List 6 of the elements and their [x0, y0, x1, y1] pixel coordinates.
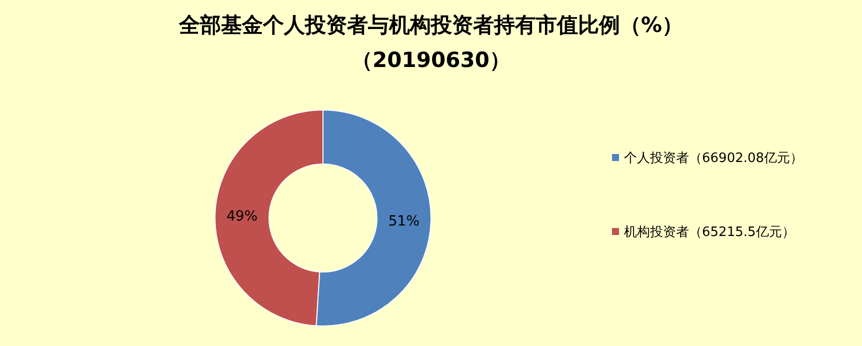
chart-subtitle: （20190630） [352, 48, 510, 72]
chart-title: 全部基金个人投资者与机构投资者持有市值比例（%） [178, 13, 684, 37]
data-label: 51% [388, 214, 420, 230]
legend-label: 个人投资者（66902.08亿元） [624, 151, 804, 166]
legend-label: 机构投资者（65215.5亿元） [624, 225, 795, 240]
data-label: 49% [226, 208, 258, 224]
